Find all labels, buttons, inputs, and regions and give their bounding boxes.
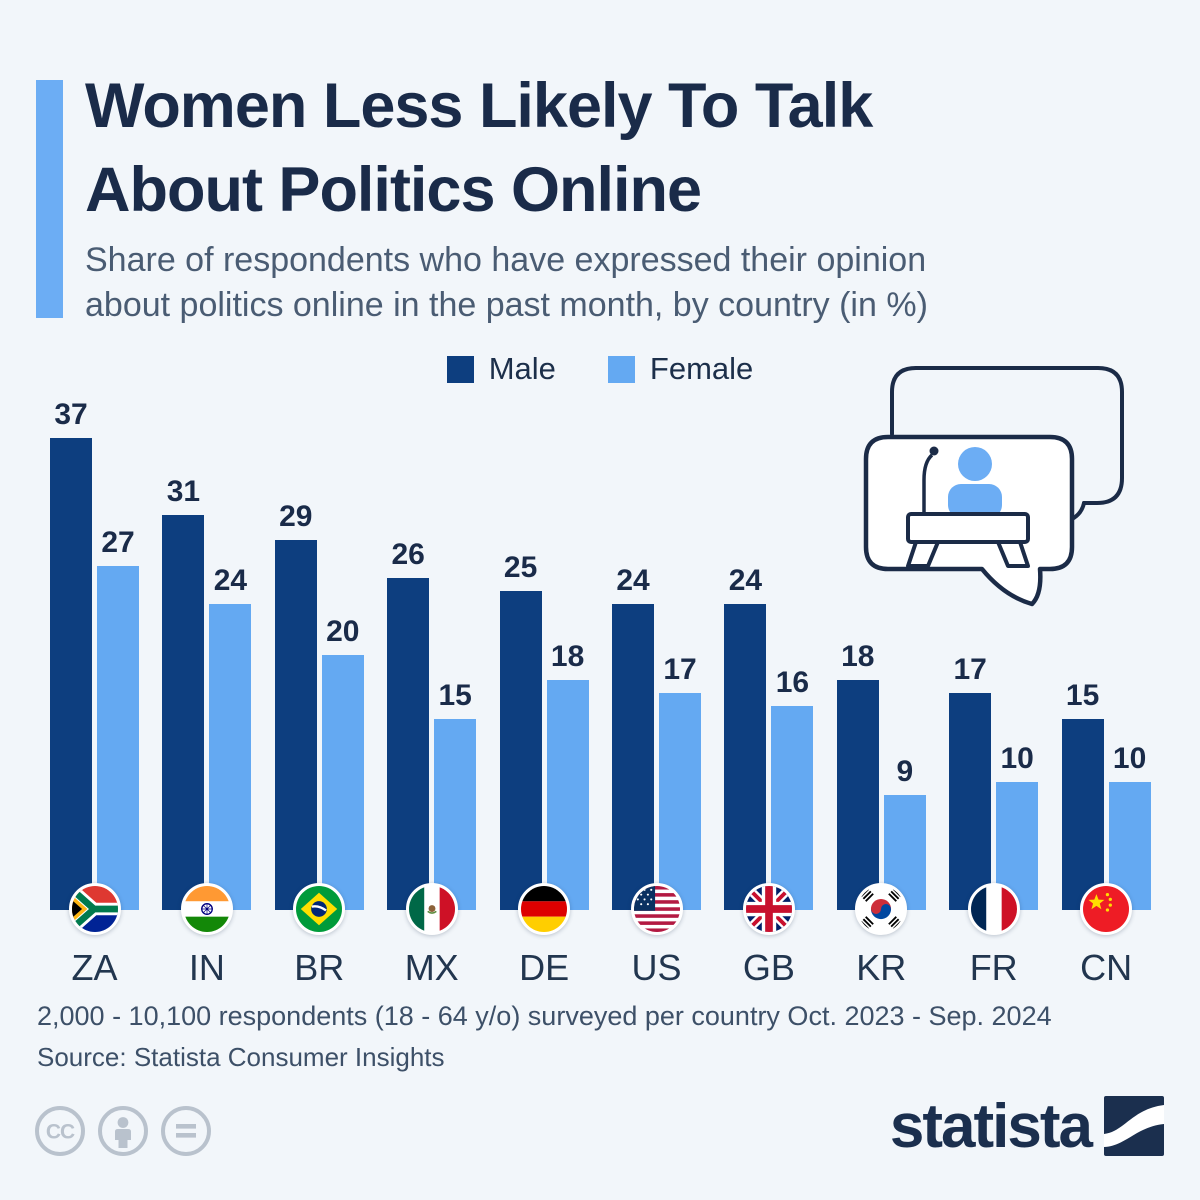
female-bar xyxy=(546,680,589,910)
male-bar xyxy=(836,680,879,910)
country-label-in: IN xyxy=(188,947,225,988)
flag-icon-cn xyxy=(1080,883,1133,935)
male-value-label: 15 xyxy=(1065,679,1100,712)
flag-icon-mx xyxy=(405,883,458,935)
male-bar xyxy=(724,604,767,910)
female-value-label: 16 xyxy=(775,666,810,699)
female-bar xyxy=(97,566,139,910)
bar-chart: 37 27 ZA 31 24 IN 29 20 BR 26 15 MX 25 18 DE 24 17 US 24 16… xyxy=(50,395,1155,988)
bar-group-in: 31 24 IN xyxy=(162,395,252,988)
bar-group-kr: 18 9 KR xyxy=(836,395,926,988)
page-title-line1: Women Less Likely To Talk xyxy=(85,71,873,141)
country-label-gb: GB xyxy=(742,947,795,988)
female-value-label: 17 xyxy=(663,653,697,686)
flag-icon-kr xyxy=(855,883,908,935)
svg-text:CC: CC xyxy=(46,1121,75,1144)
bar-group-us: 24 17 US xyxy=(612,395,701,988)
cc-icon[interactable]: CC xyxy=(33,1104,87,1158)
chart-legend: Male Female xyxy=(0,351,1200,387)
male-value-label: 26 xyxy=(391,538,425,571)
female-color-swatch xyxy=(607,355,635,383)
female-value-label: 18 xyxy=(550,640,585,673)
page-title-line2: About Politics Online xyxy=(85,155,702,225)
male-bar xyxy=(50,438,92,910)
female-value-label: 20 xyxy=(326,615,360,648)
statista-logo[interactable]: statista xyxy=(889,1092,1164,1161)
bar-group-de: 25 18 DE xyxy=(499,395,589,988)
male-bar xyxy=(499,591,542,910)
country-label-de: DE xyxy=(519,947,570,988)
male-value-label: 17 xyxy=(953,653,987,686)
statista-logo-icon xyxy=(1104,1096,1164,1156)
male-value-label: 24 xyxy=(728,564,763,597)
flag-icon-us xyxy=(630,883,683,935)
male-value-label: 25 xyxy=(503,551,538,584)
male-value-label: 37 xyxy=(54,398,88,431)
country-label-za: ZA xyxy=(71,947,118,988)
bar-group-mx: 26 15 MX xyxy=(387,395,477,988)
country-label-fr: FR xyxy=(969,947,1018,988)
page-subtitle-line1: Share of respondents who have expressed … xyxy=(85,241,927,279)
bar-group-cn: 15 10 CN xyxy=(1061,395,1151,988)
female-bar xyxy=(771,706,814,910)
legend-item-female: Female xyxy=(607,351,754,387)
male-bar xyxy=(612,604,654,910)
flag-icon-za xyxy=(68,883,121,935)
male-color-swatch xyxy=(446,355,474,383)
male-value-label: 29 xyxy=(279,500,313,533)
male-value-label: 31 xyxy=(166,475,201,508)
page-subtitle: Share of respondents who have expressed … xyxy=(85,238,928,328)
country-label-br: BR xyxy=(294,947,345,988)
country-label-us: US xyxy=(631,947,682,988)
statista-wordmark: statista xyxy=(889,1092,1093,1161)
female-value-label: 10 xyxy=(1112,742,1147,775)
speaker-podium-illustration xyxy=(852,356,1147,626)
male-bar xyxy=(387,578,430,910)
flag-icon-fr xyxy=(967,883,1020,935)
female-value-label: 24 xyxy=(213,564,248,597)
nd-icon[interactable] xyxy=(159,1104,213,1158)
bar-group-gb: 24 16 GB xyxy=(724,395,814,988)
flag-icon-gb xyxy=(742,883,795,935)
male-bar xyxy=(162,515,205,910)
male-bar xyxy=(949,693,992,910)
legend-item-male: Male xyxy=(446,351,556,387)
source-line: Source: Statista Consumer Insights xyxy=(37,1042,445,1072)
female-value-label: 27 xyxy=(101,526,135,559)
bar-group-fr: 17 10 FR xyxy=(949,395,1039,988)
female-bar xyxy=(209,604,252,910)
country-label-cn: CN xyxy=(1080,947,1133,988)
survey-note: 2,000 - 10,100 respondents (18 - 64 y/o)… xyxy=(37,1001,1052,1031)
country-label-kr: KR xyxy=(856,947,907,988)
flag-icon-in xyxy=(180,883,233,935)
page-subtitle-line2: about politics online in the past month,… xyxy=(85,286,928,324)
female-value-label: 15 xyxy=(438,679,472,712)
microphone-icon xyxy=(922,446,939,514)
female-value-label: 10 xyxy=(1000,742,1034,775)
female-bar xyxy=(321,655,364,910)
flag-icon-de xyxy=(518,883,571,935)
speaker-person-icon xyxy=(948,447,1002,518)
by-icon[interactable] xyxy=(96,1104,150,1158)
bar-group-za: 37 27 ZA xyxy=(50,395,139,988)
female-bar xyxy=(434,719,477,910)
male-value-label: 24 xyxy=(616,564,650,597)
legend-label-male: Male xyxy=(488,351,556,386)
podium-icon xyxy=(906,512,1030,568)
flag-icon-br xyxy=(293,883,346,935)
title-accent-bar xyxy=(36,80,63,318)
female-bar xyxy=(659,693,701,910)
legend-label-female: Female xyxy=(649,351,754,386)
male-bar xyxy=(1061,719,1104,910)
country-label-mx: MX xyxy=(404,947,459,988)
male-value-label: 18 xyxy=(841,640,875,673)
male-bar xyxy=(274,540,317,910)
page-title: Women Less Likely To Talk About Politics… xyxy=(85,64,873,232)
female-value-label: 9 xyxy=(896,755,914,788)
license-icons: CC xyxy=(33,1104,213,1158)
bar-group-br: 29 20 BR xyxy=(274,395,364,988)
